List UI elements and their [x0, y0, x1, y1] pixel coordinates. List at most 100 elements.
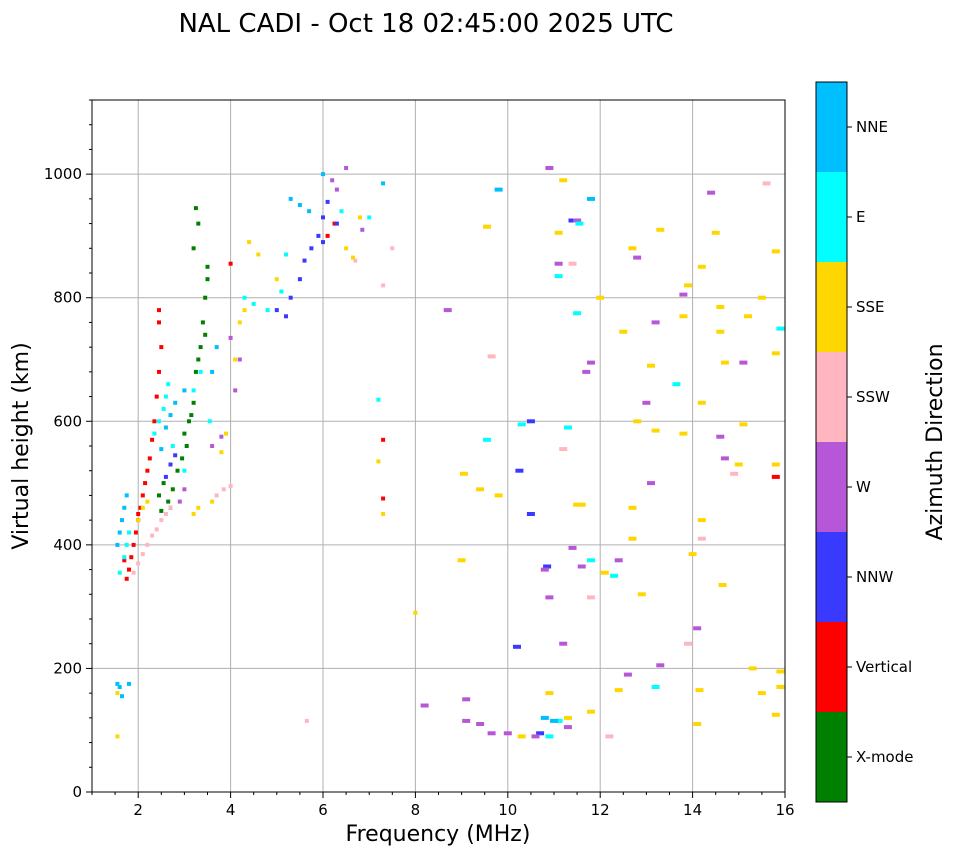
data-point-e — [182, 468, 187, 473]
data-point-vertical — [143, 481, 148, 486]
data-point-w — [344, 166, 349, 170]
data-point-w — [568, 545, 577, 550]
data-point-sse — [637, 592, 646, 597]
data-point-ssw — [353, 258, 358, 263]
data-point-w — [545, 595, 554, 600]
y-tick-label: 400 — [53, 536, 82, 554]
data-point-vertical — [771, 474, 780, 479]
data-point-vertical — [140, 493, 145, 498]
data-point-sse — [647, 363, 655, 368]
data-point-e — [367, 215, 372, 220]
data-point-w — [656, 663, 665, 668]
data-point-sse — [559, 178, 568, 183]
data-point-w — [633, 255, 642, 260]
data-point-x-mode — [159, 508, 164, 513]
data-point-vertical — [228, 261, 233, 266]
data-point-ssw — [163, 512, 168, 516]
data-point-sse — [596, 295, 605, 300]
data-point-x-mode — [157, 493, 161, 498]
data-point-e — [124, 542, 129, 547]
x-tick-label: 6 — [318, 801, 328, 819]
data-point-nne — [381, 181, 386, 186]
data-point-x-mode — [161, 481, 166, 486]
data-point-e — [152, 431, 157, 436]
data-point-sse — [757, 295, 766, 300]
chart-title: NAL CADI - Oct 18 02:45:00 2025 UTC — [178, 9, 673, 39]
data-point-x-mode — [198, 345, 203, 350]
data-point-x-mode — [203, 295, 208, 300]
data-point-e — [517, 422, 526, 427]
data-point-sse — [494, 493, 503, 498]
data-point-x-mode — [191, 400, 196, 405]
data-point-w — [462, 697, 471, 702]
data-point-sse — [720, 360, 729, 365]
data-point-sse — [628, 246, 637, 251]
data-point-w — [420, 703, 429, 708]
data-point-sse — [734, 462, 743, 467]
data-point-vertical — [124, 576, 129, 581]
data-point-w — [587, 360, 595, 365]
data-point-sse — [693, 722, 702, 726]
data-point-sse — [651, 428, 660, 433]
data-point-sse — [115, 691, 120, 696]
data-point-sse — [684, 283, 692, 288]
data-point-nne — [288, 196, 293, 201]
data-point-w — [228, 335, 233, 340]
data-point-nnw — [526, 512, 535, 516]
data-point-vertical — [150, 437, 155, 442]
data-point-vertical — [129, 555, 134, 560]
data-point-e — [610, 573, 619, 578]
data-point-w — [237, 357, 242, 362]
data-point-ssw — [390, 246, 395, 251]
data-point-sse — [771, 351, 780, 356]
data-point-sse — [274, 277, 279, 282]
data-point-sse — [716, 305, 725, 309]
data-point-sse — [600, 570, 609, 575]
x-tick-label: 8 — [411, 801, 421, 819]
colorbar-frame — [815, 81, 848, 803]
data-point-nne — [159, 447, 164, 452]
data-point-sse — [587, 709, 595, 714]
data-point-w — [720, 456, 729, 461]
data-point-w — [614, 558, 623, 563]
data-point-nne — [494, 187, 503, 192]
data-point-sse — [697, 264, 706, 269]
data-point-vertical — [325, 233, 330, 238]
data-point-sse — [517, 734, 526, 739]
colorbar-segment — [816, 262, 847, 352]
data-point-nne — [124, 493, 129, 498]
data-point-x-mode — [196, 221, 201, 226]
data-point-x-mode — [180, 456, 185, 461]
data-point-sse — [351, 255, 355, 260]
data-point-ssw — [150, 533, 155, 538]
colorbar: X-mode Vertical NNW W SSW SSE E NNE — [815, 81, 913, 803]
data-point-sse — [376, 459, 381, 464]
data-point-ssw — [568, 261, 577, 266]
data-point-sse — [381, 512, 386, 516]
data-point-sse — [771, 712, 780, 717]
data-point-sse — [136, 518, 141, 523]
data-point-nnw — [536, 731, 545, 736]
grid-lines — [92, 100, 786, 793]
data-point-x-mode — [196, 357, 201, 362]
data-point-x-mode — [175, 468, 180, 473]
x-tick-label: 2 — [133, 801, 143, 819]
data-point-sse — [695, 688, 704, 693]
data-point-sse — [573, 502, 582, 507]
data-point-e — [191, 388, 196, 393]
data-point-nne — [115, 681, 120, 686]
data-point-x-mode — [170, 487, 175, 492]
x-tick-label: 16 — [775, 801, 794, 819]
data-point-x-mode — [166, 499, 171, 504]
colorbar-label: W — [856, 478, 871, 496]
colorbar-label: SSE — [856, 298, 885, 316]
data-point-vertical — [381, 496, 386, 501]
data-point-w — [334, 187, 339, 192]
data-point-nne — [163, 425, 168, 430]
data-point-x-mode — [187, 419, 191, 424]
data-point-sse — [115, 734, 120, 739]
data-point-vertical — [147, 456, 152, 461]
data-point-nne — [321, 172, 325, 177]
data-point-e — [672, 382, 681, 387]
